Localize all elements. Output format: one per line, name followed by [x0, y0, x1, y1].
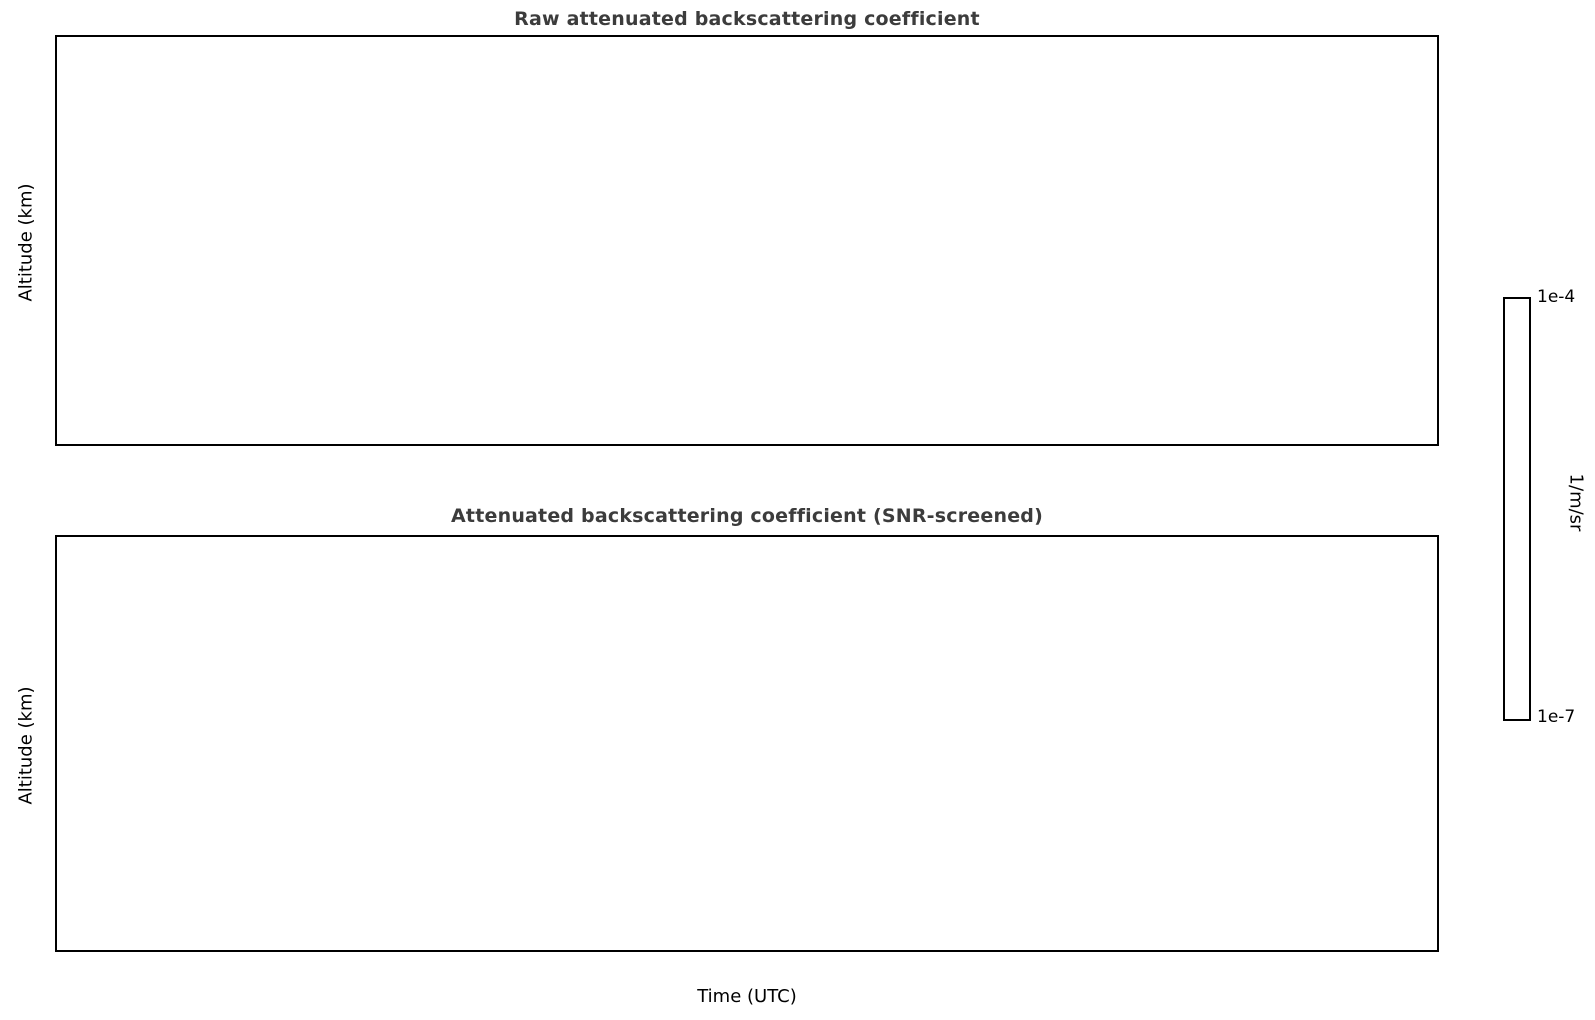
raw-panel-title: Raw attenuated backscattering coefficien…	[514, 8, 980, 30]
colorbar-min-label: 1e-7	[1537, 707, 1576, 727]
raw-heatmap-canvas	[55, 35, 1439, 446]
colorbar-max-label: 1e-4	[1537, 287, 1576, 307]
time-axis-label: Time (UTC)	[697, 986, 797, 1007]
raw-yaxis-label: Altitude (km)	[15, 183, 37, 302]
colorbar: 1e-4 1e-7 1/m/sr	[1503, 287, 1586, 727]
screened-yaxis-label: Altitude (km)	[15, 686, 37, 805]
screened-panel-title: Attenuated backscattering coefficient (S…	[451, 505, 1043, 527]
colorbar-units-label: 1/m/sr	[1565, 473, 1587, 532]
screened-heatmap-canvas	[55, 535, 1439, 952]
colorbar-gradient	[1503, 297, 1531, 721]
